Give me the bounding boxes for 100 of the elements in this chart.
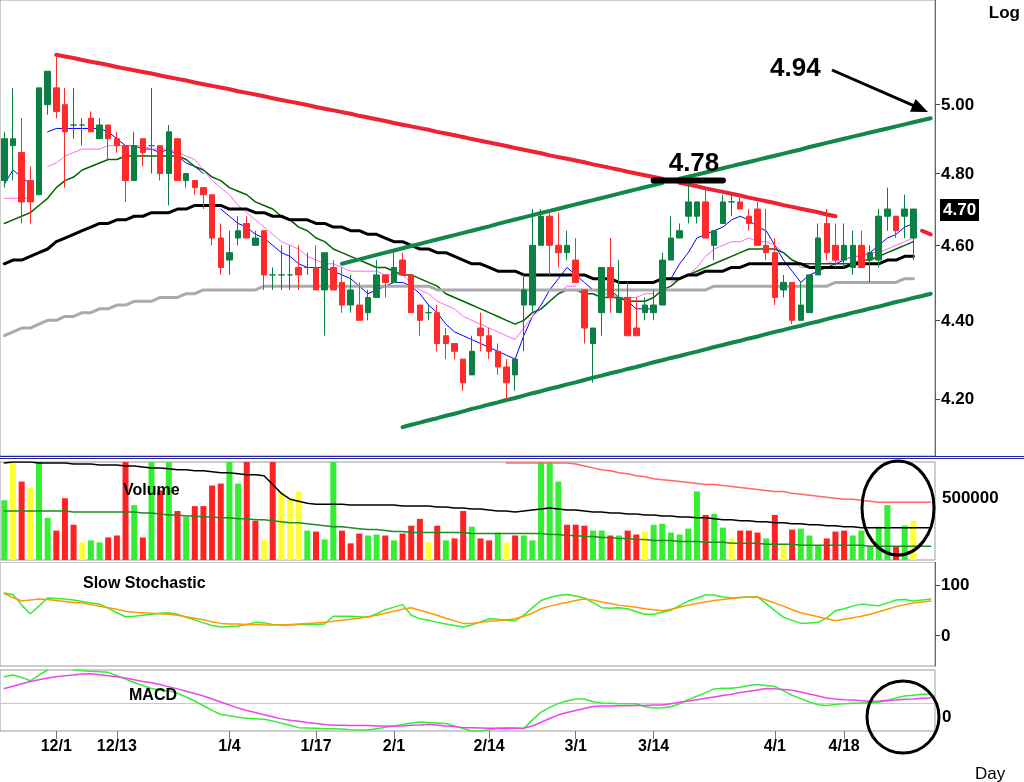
bar: [477, 538, 484, 560]
bar: [53, 530, 60, 560]
candlestick: [313, 244, 319, 291]
bar: [269, 462, 276, 560]
candlestick: [910, 208, 917, 261]
x-tick-label: 3/1: [564, 736, 587, 754]
candlestick: [659, 252, 666, 306]
bar: [867, 546, 874, 560]
bar: [659, 523, 666, 560]
y-axis-title: Log: [988, 3, 1020, 22]
y-tick-label: 100: [941, 575, 970, 595]
bar: [9, 462, 16, 560]
bar: [399, 533, 406, 560]
bar: [641, 531, 648, 560]
candlestick: [607, 237, 614, 314]
bar: [261, 539, 268, 560]
bar: [633, 534, 640, 560]
candlestick: [347, 274, 354, 314]
candlestick: [832, 222, 839, 268]
bar: [373, 534, 380, 560]
bar: [364, 535, 371, 560]
bar: [693, 491, 700, 560]
bar: [590, 530, 597, 560]
candlestick: [624, 281, 631, 337]
candlestick: [850, 230, 856, 276]
candlestick: [772, 237, 778, 306]
candlestick: [451, 342, 458, 360]
line-series: [2, 203, 915, 284]
candlestick: [685, 183, 692, 224]
candlestick: [79, 117, 85, 147]
candlestick: [720, 194, 726, 224]
candlestick: [27, 166, 34, 224]
bar: [226, 462, 233, 560]
candlestick: [884, 187, 891, 232]
candlestick: [824, 208, 830, 261]
bar: [217, 483, 224, 560]
candlestick: [806, 274, 813, 314]
candlestick: [875, 208, 882, 268]
candlestick: [642, 296, 648, 321]
bar: [494, 532, 501, 560]
bar: [70, 524, 77, 560]
bar: [295, 491, 302, 560]
bar: [442, 540, 449, 560]
bar: [460, 511, 467, 560]
candlestick: [192, 180, 198, 196]
candlestick: [304, 252, 311, 276]
x-axis-title: Day: [975, 764, 1006, 782]
bar: [650, 524, 657, 560]
bar: [243, 462, 250, 560]
candlestick: [373, 259, 380, 298]
candlestick: [166, 124, 172, 206]
candlestick: [295, 244, 302, 291]
text: 4.70: [940, 199, 980, 221]
text: 500000: [942, 488, 999, 508]
bar: [113, 535, 120, 560]
candlestick: [365, 289, 371, 321]
bar: [667, 532, 674, 560]
bar: [191, 506, 198, 560]
bar: [624, 530, 631, 560]
bar: [520, 535, 527, 560]
candlestick: [356, 281, 363, 321]
bar: [676, 534, 683, 560]
candlestick: [174, 138, 181, 182]
bar: [763, 538, 770, 560]
bar: [468, 526, 475, 560]
bar: [719, 527, 726, 560]
bar: [131, 505, 138, 560]
candlestick: [901, 194, 908, 239]
bar: [416, 518, 423, 560]
x-tick-label: 4/1: [763, 736, 787, 754]
candlestick: [469, 335, 475, 376]
bar: [209, 485, 216, 560]
candlestick: [226, 230, 233, 276]
candlestick: [616, 259, 622, 314]
candlestick: [399, 252, 406, 276]
y-tick-label: 4.40: [941, 310, 975, 330]
bar: [771, 514, 778, 560]
candlestick: [754, 201, 761, 246]
bar: [564, 524, 571, 560]
candlestick: [477, 312, 484, 352]
bar: [200, 506, 207, 560]
candlestick: [798, 281, 804, 321]
candlestick: [780, 274, 787, 298]
bar: [546, 462, 553, 560]
y-tick-label: 4.20: [941, 389, 975, 409]
y-tick-label: 0: [941, 626, 951, 646]
candlestick: [122, 145, 129, 203]
bar: [96, 542, 103, 560]
bar: [858, 530, 865, 560]
candlestick: [789, 281, 795, 325]
bar: [503, 542, 510, 560]
bar: [451, 538, 458, 560]
candlestick: [538, 208, 544, 246]
candlestick: [676, 222, 683, 239]
candlestick: [841, 222, 847, 268]
candlestick: [763, 208, 769, 261]
bar: [538, 462, 545, 560]
bar: [512, 535, 519, 560]
bar: [581, 525, 588, 560]
bar: [382, 535, 389, 560]
